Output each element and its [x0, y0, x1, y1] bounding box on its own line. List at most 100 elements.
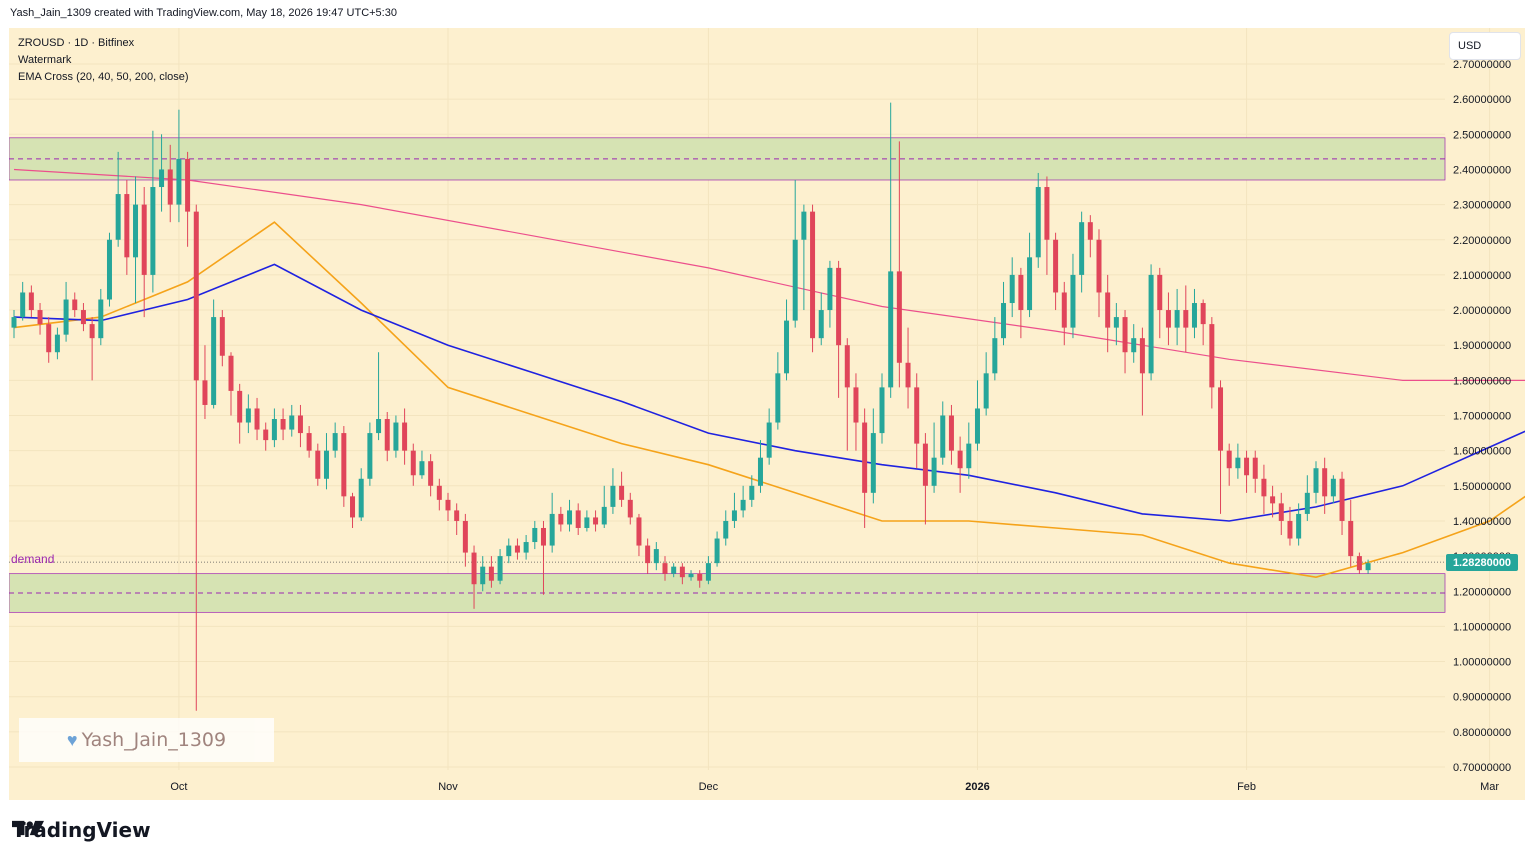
candle-body	[610, 485, 616, 507]
candle-body	[106, 239, 112, 300]
candle-body	[1296, 513, 1302, 539]
tradingview-logo-icon	[12, 820, 44, 836]
y-axis-tick-label: 1.50000000	[1453, 481, 1511, 493]
candle-body	[1209, 324, 1215, 388]
candle-body	[775, 373, 781, 423]
candle-body	[89, 324, 95, 339]
candle-body	[1148, 274, 1154, 374]
candle-body	[393, 422, 399, 451]
candle-body	[749, 485, 755, 500]
price-chart[interactable]: 2.70000000 2.60000000 2.50000000 2.40000000…	[9, 28, 1525, 800]
symbol-title[interactable]: ZROUSD · 1D · Bitfinex	[18, 37, 135, 49]
last-price-tag: 1.28280000	[1446, 554, 1518, 571]
candle-body	[1183, 310, 1189, 328]
candle-body	[1218, 387, 1224, 451]
candle-body	[1226, 450, 1232, 469]
chart-attribution: Yash_Jain_1309 created with TradingView.…	[10, 7, 397, 19]
candle-body	[167, 169, 173, 205]
candle-body	[367, 433, 373, 479]
candle-body	[619, 485, 625, 500]
y-axis-tick-label: 1.80000000	[1453, 375, 1511, 387]
candle-body	[280, 419, 286, 430]
candle-body	[540, 527, 546, 546]
x-axis-tick-label: Oct	[170, 781, 187, 793]
candle-body	[323, 450, 329, 479]
candle-body	[740, 499, 746, 511]
candle-body	[1261, 478, 1267, 497]
candle-body	[844, 345, 850, 388]
y-axis-tick-label: 1.20000000	[1453, 586, 1511, 598]
candle-body	[1157, 274, 1163, 311]
candle-body	[410, 450, 416, 476]
candle-body	[1278, 503, 1284, 521]
candle-body	[1339, 478, 1345, 521]
ema-cross-indicator-label[interactable]: EMA Cross (20, 40, 50, 200, close)	[18, 71, 189, 83]
candle-body	[297, 415, 303, 434]
candle-body	[150, 187, 156, 275]
candle-body	[1044, 187, 1050, 240]
candle-body	[679, 566, 685, 578]
y-axis-tick-label: 2.40000000	[1453, 164, 1511, 176]
candle-body	[1079, 222, 1085, 275]
candle-body	[662, 563, 668, 574]
candle-body	[506, 545, 512, 557]
chart-area[interactable]: 2.70000000 2.60000000 2.50000000 2.40000000…	[9, 28, 1525, 800]
candle-body	[462, 520, 468, 553]
chart-legend: ZROUSD · 1D · Bitfinex Watermark EMA Cro…	[18, 35, 189, 86]
candle-body	[1122, 317, 1128, 353]
candle-body	[141, 204, 147, 275]
candle-body	[879, 387, 885, 434]
candle-body	[115, 194, 121, 240]
watermark-indicator-label[interactable]: Watermark	[18, 54, 72, 66]
candle-body	[870, 433, 876, 493]
candle-body	[254, 408, 260, 430]
y-axis-tick-label: 0.90000000	[1453, 692, 1511, 704]
candle-body	[575, 510, 581, 528]
candle-body	[219, 317, 225, 356]
candle-body	[315, 450, 321, 479]
y-axis-tick-label: 2.70000000	[1453, 59, 1511, 71]
currency-selector[interactable]: USD	[1449, 32, 1521, 60]
candle-body	[593, 517, 599, 525]
candle-body	[1322, 468, 1328, 497]
candle-body	[792, 239, 798, 321]
candle-body	[784, 320, 790, 374]
candle-body	[1105, 292, 1111, 328]
candle-body	[836, 267, 842, 346]
candle-body	[1191, 303, 1197, 328]
y-axis-tick-label: 1.70000000	[1453, 411, 1511, 423]
candle-body	[159, 169, 165, 188]
candle-body	[384, 419, 390, 451]
candle-body	[211, 317, 217, 405]
candle-body	[1087, 222, 1093, 240]
candle-body	[202, 380, 208, 405]
candle-body	[948, 415, 954, 451]
candle-body	[992, 338, 998, 374]
tradingview-brand[interactable]: TradingView	[12, 818, 151, 842]
candle-body	[888, 271, 894, 388]
candle-body	[271, 419, 277, 441]
candle-body	[853, 387, 859, 423]
y-axis-tick-label: 0.70000000	[1453, 762, 1511, 774]
candle-body	[827, 267, 833, 311]
y-axis-tick-label: 2.60000000	[1453, 94, 1511, 106]
watermark-username: Yash_Jain_1309	[81, 729, 227, 751]
candle-body	[940, 415, 946, 458]
candle-body	[37, 310, 43, 325]
candle-body	[1001, 303, 1007, 339]
candle-body	[1018, 274, 1024, 311]
y-axis-tick-label: 2.30000000	[1453, 200, 1511, 212]
candle-body	[966, 443, 972, 469]
candle-body	[636, 517, 642, 546]
ema-200-line	[13, 168, 1525, 381]
candle-body	[705, 563, 711, 581]
user-watermark: ♥ Yash_Jain_1309	[19, 718, 274, 762]
candle-body	[931, 457, 937, 486]
candle-body	[289, 415, 295, 430]
candle-body	[567, 510, 573, 525]
x-axis-tick-label: Feb	[1237, 781, 1256, 793]
candle-body	[1113, 317, 1119, 328]
candle-body	[436, 485, 442, 500]
candle-body	[124, 194, 130, 258]
candle-body	[1053, 239, 1059, 293]
